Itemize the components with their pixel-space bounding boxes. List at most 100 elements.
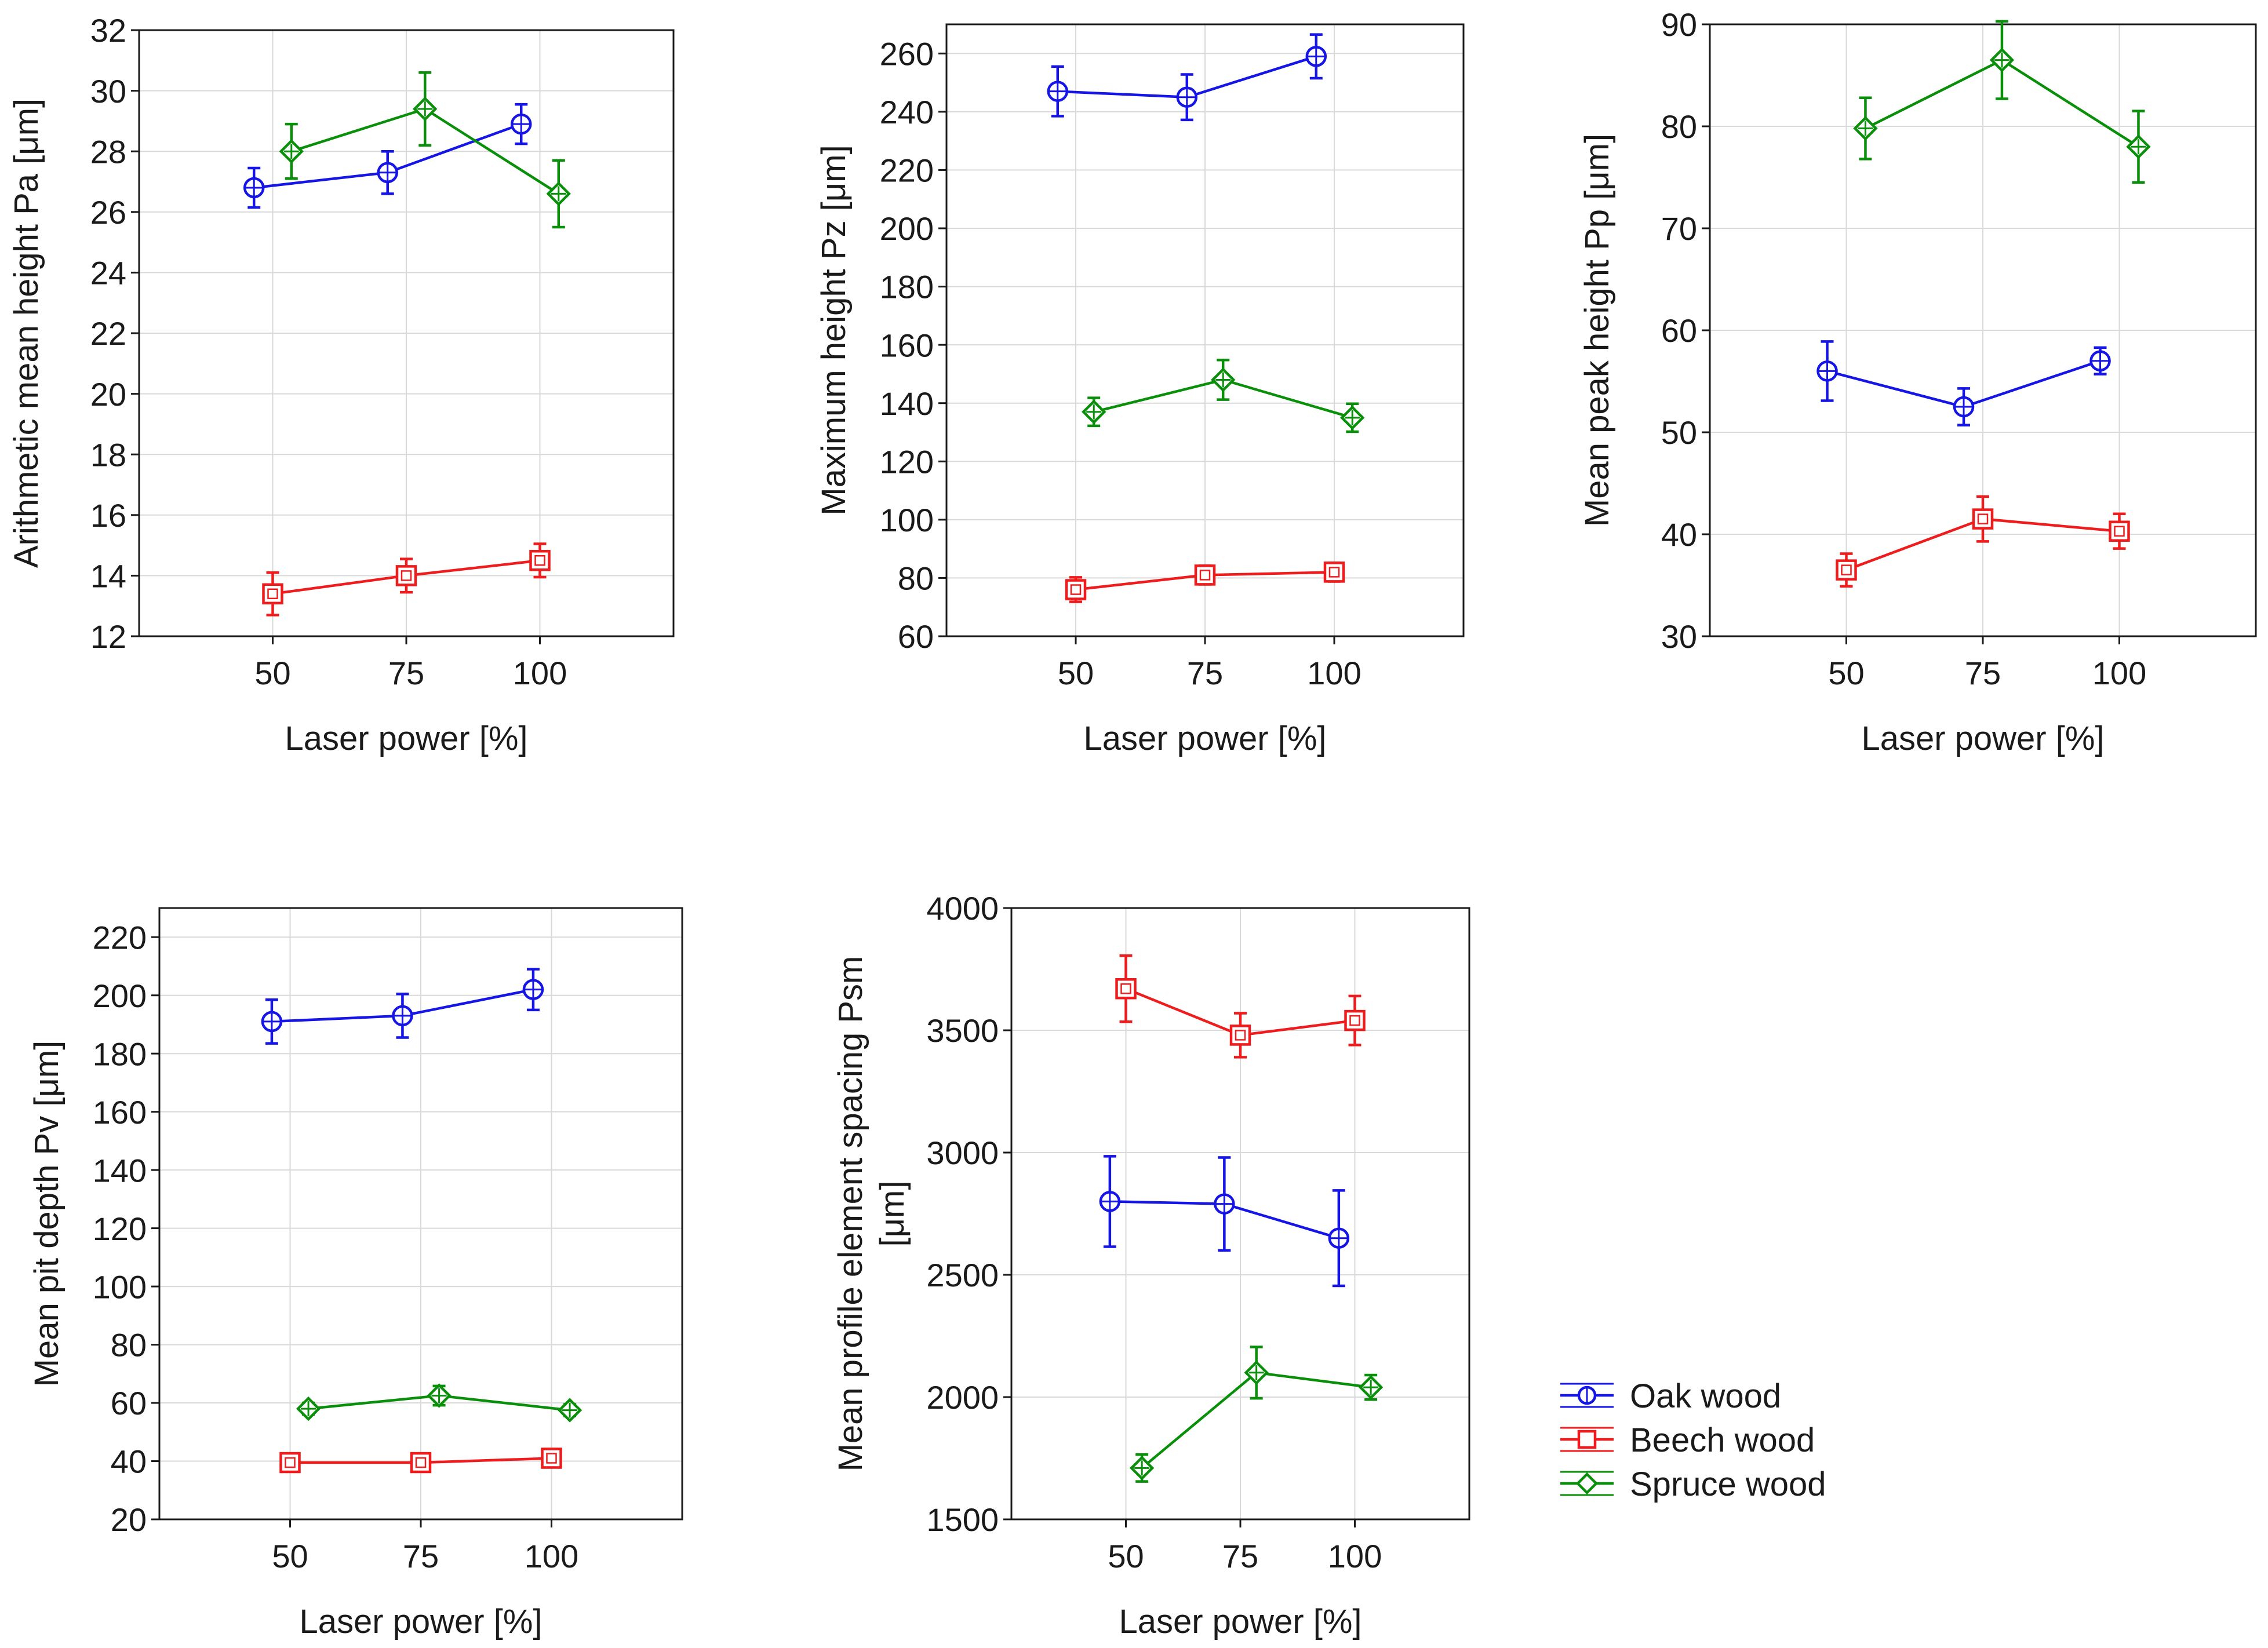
y-tick-label: 100 xyxy=(880,502,934,538)
x-tick-label: 50 xyxy=(254,655,290,691)
x-axis-label: Laser power [%] xyxy=(1083,720,1326,757)
y-tick-label: 3000 xyxy=(926,1135,999,1171)
y-tick-label: 220 xyxy=(93,919,147,956)
y-tick-label: 260 xyxy=(880,35,934,72)
y-tick-label: 220 xyxy=(880,152,934,189)
y-tick-label: 180 xyxy=(880,269,934,305)
data-point-square xyxy=(395,565,417,586)
series-oak xyxy=(1047,33,1327,122)
data-point-diamond xyxy=(1211,367,1236,392)
data-point-diamond xyxy=(413,96,438,122)
data-point-diamond xyxy=(1989,48,2015,72)
data-point-square xyxy=(1115,978,1137,1000)
data-point-diamond xyxy=(1340,405,1365,431)
y-tick-label: 40 xyxy=(111,1443,147,1480)
y-axis-label: Mean pit depth Pv [μm] xyxy=(28,1041,65,1387)
x-tick-label: 75 xyxy=(1222,1538,1258,1574)
y-tick-label: 90 xyxy=(1661,6,1697,43)
y-tick-label: 4000 xyxy=(926,890,999,927)
x-tick-label: 50 xyxy=(272,1538,308,1574)
data-point-square xyxy=(529,550,551,571)
data-point-diamond xyxy=(296,1396,321,1421)
series-beech xyxy=(279,1448,562,1474)
data-point-square xyxy=(541,1448,562,1469)
data-point-diamond xyxy=(1129,1456,1155,1481)
data-point-square xyxy=(1323,562,1345,583)
y-tick-label: 200 xyxy=(880,210,934,247)
y-tick-label: 80 xyxy=(898,560,934,597)
chart-panel: 30 40 50 60 70 80 90 50 75 100 Laser power [%] Mean… xyxy=(1578,6,2257,757)
y-tick-label: 14 xyxy=(90,558,126,595)
data-point-circle xyxy=(522,979,544,1000)
data-point-circle xyxy=(1214,1193,1235,1215)
y-axis-label: [μm] xyxy=(873,1181,911,1247)
data-point-square xyxy=(410,1452,432,1474)
y-tick-label: 100 xyxy=(93,1268,147,1305)
y-tick-label: 2500 xyxy=(926,1257,999,1293)
y-tick-label: 140 xyxy=(93,1152,147,1188)
y-axis-label: Arithmetic mean height Pa [μm] xyxy=(8,99,45,568)
series-beech xyxy=(1065,562,1345,603)
y-tick-label: 22 xyxy=(90,315,126,352)
data-point-circle xyxy=(392,1005,413,1027)
data-point-circle xyxy=(1305,46,1327,67)
x-tick-label: 50 xyxy=(1058,655,1094,691)
chart-panel: 60 80 100 120 140 160 180 200 220 240 260 50 75 100 La… xyxy=(815,23,1465,757)
series-spruce xyxy=(296,1383,583,1423)
y-tick-label: 16 xyxy=(90,497,126,534)
x-tick-label: 100 xyxy=(2092,655,2146,691)
y-axis-label: Mean profile element spacing Psm xyxy=(832,956,869,1472)
chart-panel: 1500 2000 2500 3000 3500 4000 50 75 100 Laser pow… xyxy=(832,890,1470,1640)
data-point-diamond xyxy=(1244,1360,1269,1385)
data-point-diamond xyxy=(557,1398,583,1423)
y-tick-label: 28 xyxy=(90,133,126,170)
y-tick-label: 60 xyxy=(898,618,934,655)
series-beech xyxy=(1836,495,2130,588)
legend-symbol xyxy=(1560,1471,1614,1496)
y-tick-label: 120 xyxy=(880,443,934,480)
legend-item-beech: Beech wood xyxy=(1560,1421,1815,1459)
data-point-diamond xyxy=(1853,116,1878,141)
data-point-diamond xyxy=(1082,399,1106,424)
y-tick-label: 12 xyxy=(90,618,126,655)
y-tick-label: 60 xyxy=(1661,312,1697,349)
y-tick-label: 32 xyxy=(90,12,126,49)
series-spruce xyxy=(279,71,571,229)
series-beech xyxy=(262,542,551,617)
data-point-circle xyxy=(1047,81,1069,102)
y-tick-label: 18 xyxy=(90,436,126,473)
x-tick-label: 75 xyxy=(1965,655,2001,691)
y-tick-label: 120 xyxy=(93,1211,147,1247)
data-point-circle xyxy=(1953,396,1975,418)
x-tick-label: 100 xyxy=(513,655,567,691)
data-point-circle xyxy=(1816,360,1838,382)
data-point-square xyxy=(1836,559,1857,581)
y-tick-label: 30 xyxy=(90,73,126,110)
data-point-circle xyxy=(243,177,265,199)
legend-item-spruce: Spruce wood xyxy=(1560,1465,1826,1503)
y-tick-label: 50 xyxy=(1661,414,1697,451)
legend-symbol xyxy=(1560,1427,1614,1452)
y-tick-label: 60 xyxy=(111,1385,147,1421)
data-point-square xyxy=(1972,508,1994,530)
y-tick-label: 160 xyxy=(880,327,934,363)
x-axis-label: Laser power [%] xyxy=(299,1603,542,1640)
y-tick-label: 2000 xyxy=(926,1379,999,1416)
data-point-diamond xyxy=(1358,1374,1384,1400)
y-axis-label: Maximum height Pz [μm] xyxy=(815,145,853,515)
legend-symbol xyxy=(1560,1383,1614,1408)
y-tick-label: 200 xyxy=(93,978,147,1014)
x-tick-label: 50 xyxy=(1828,655,1864,691)
data-point-square xyxy=(1344,1009,1366,1031)
charts-container: 12 14 16 18 20 22 24 26 28 30 32 50 75 100 Laser power… xyxy=(8,6,2257,1640)
data-point-circle xyxy=(2089,350,2111,372)
y-tick-label: 20 xyxy=(90,376,126,413)
x-tick-label: 75 xyxy=(388,655,424,691)
y-tick-label: 140 xyxy=(880,385,934,422)
x-axis-label: Laser power [%] xyxy=(1119,1603,1361,1640)
legend-label: Oak wood xyxy=(1630,1377,1781,1415)
y-axis-label: Mean peak height Pp [μm] xyxy=(1578,134,1616,527)
y-tick-label: 3500 xyxy=(926,1012,999,1049)
y-tick-label: 80 xyxy=(111,1327,147,1363)
